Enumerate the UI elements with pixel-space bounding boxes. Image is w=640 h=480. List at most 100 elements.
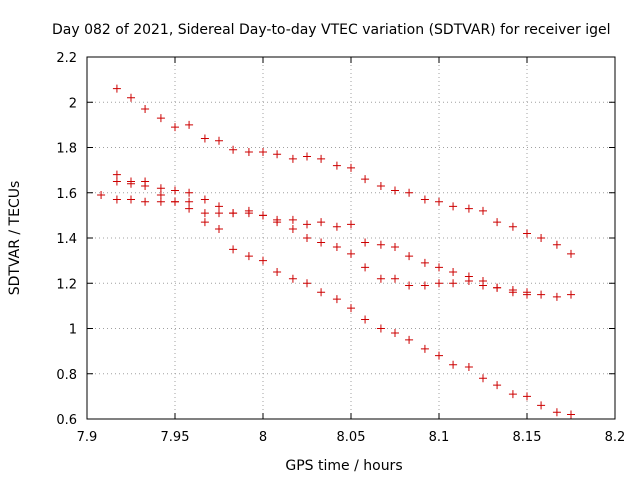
data-point — [347, 304, 355, 313]
x-tick-label: 8.05 — [337, 430, 366, 445]
data-point — [288, 154, 297, 163]
data-point — [317, 218, 326, 227]
data-point — [303, 152, 311, 161]
data-point — [332, 161, 341, 170]
data-point — [405, 335, 414, 344]
data-point — [567, 290, 575, 299]
data-point — [215, 136, 223, 145]
data-point — [508, 288, 517, 297]
data-point — [435, 279, 443, 288]
data-point — [464, 276, 473, 285]
data-point — [552, 408, 561, 417]
series-middle — [97, 191, 575, 301]
data-point — [273, 215, 282, 224]
data-point — [449, 202, 458, 211]
y-tick-label: 1.4 — [56, 232, 77, 247]
data-point — [493, 381, 502, 390]
data-point — [435, 197, 443, 206]
data-point — [405, 252, 414, 261]
data-point — [317, 238, 326, 247]
data-point — [449, 360, 458, 369]
data-point — [332, 295, 341, 304]
data-point — [244, 206, 253, 215]
data-point — [523, 229, 531, 238]
data-point — [156, 114, 165, 123]
data-point — [435, 351, 443, 360]
data-point — [259, 256, 267, 265]
data-point — [317, 154, 326, 163]
data-point — [347, 249, 355, 258]
y-axis-label: SDTVAR / TECUs — [7, 181, 23, 296]
data-point — [112, 177, 121, 186]
data-point — [273, 150, 282, 159]
y-tick-label: 0.8 — [56, 368, 77, 383]
data-point — [303, 234, 311, 242]
data-point — [259, 148, 267, 157]
data-point — [273, 267, 282, 276]
data-point — [259, 211, 267, 220]
data-point — [112, 195, 121, 204]
y-tick-label: 1.8 — [56, 142, 77, 157]
data-point — [376, 181, 385, 190]
data-point — [229, 245, 238, 254]
series-lower — [112, 177, 575, 419]
data-point — [185, 197, 194, 206]
x-tick-label: 7.95 — [161, 430, 190, 445]
data-point — [288, 215, 297, 224]
data-point — [288, 274, 297, 283]
data-point — [376, 240, 385, 249]
data-point — [332, 222, 341, 231]
data-point — [288, 224, 297, 233]
data-point — [229, 145, 238, 154]
data-point — [347, 220, 355, 229]
data-point — [435, 263, 443, 272]
data-point — [391, 329, 399, 338]
data-point — [171, 123, 179, 132]
data-point — [141, 181, 150, 190]
chart-title: Day 082 of 2021, Sidereal Day-to-day VTE… — [52, 22, 611, 38]
y-tick-label: 1.2 — [56, 277, 77, 292]
data-point — [171, 197, 179, 206]
y-tick-label: 1.6 — [56, 187, 77, 202]
data-point — [361, 175, 370, 184]
data-point — [215, 209, 223, 218]
data-point — [156, 184, 165, 193]
data-point — [127, 179, 135, 188]
data-point — [537, 290, 546, 299]
x-tick-label: 8.15 — [513, 430, 542, 445]
y-tick-label: 2 — [69, 96, 77, 111]
data-point — [244, 252, 253, 261]
data-point — [185, 204, 194, 213]
data-point — [376, 324, 385, 333]
data-point — [391, 243, 399, 252]
series-upper — [112, 84, 575, 258]
x-tick-label: 7.9 — [77, 430, 98, 445]
data-point — [229, 209, 238, 218]
data-point — [567, 249, 575, 258]
grid — [87, 57, 615, 419]
data-point — [332, 243, 341, 252]
data-point — [449, 267, 458, 276]
data-point — [420, 258, 429, 267]
data-point — [420, 344, 429, 353]
x-tick-label: 8.1 — [429, 430, 450, 445]
data-point — [420, 195, 429, 204]
data-point — [244, 148, 253, 157]
data-point — [127, 93, 135, 102]
data-point — [361, 263, 370, 272]
data-point — [361, 315, 370, 324]
data-point — [508, 390, 517, 399]
data-point — [391, 186, 399, 195]
data-point — [376, 274, 385, 283]
data-point — [405, 281, 414, 290]
data-point — [200, 134, 209, 143]
data-point — [567, 410, 575, 419]
data-point — [479, 374, 487, 383]
data-point — [479, 206, 487, 215]
x-tick-label: 8.2 — [605, 430, 626, 445]
data-point — [449, 279, 458, 288]
series-middle-2 — [112, 170, 531, 299]
data-point — [200, 195, 209, 204]
data-point — [127, 195, 135, 204]
data-point — [215, 224, 223, 233]
